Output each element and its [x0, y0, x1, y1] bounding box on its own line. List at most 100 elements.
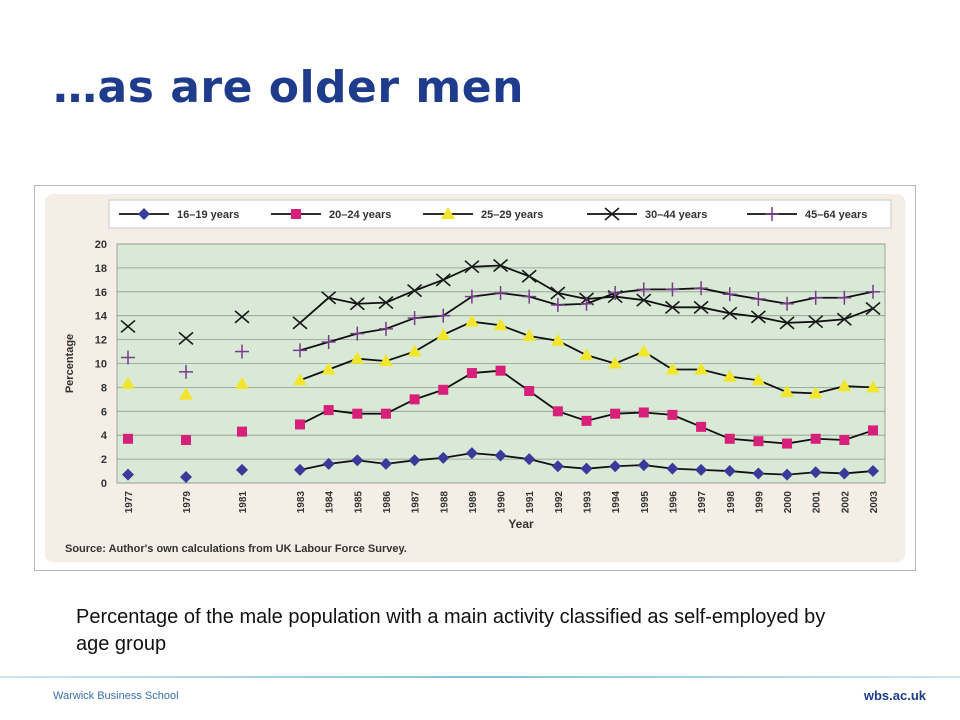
x-marker-stroke: [521, 269, 537, 283]
square-marker: [291, 209, 301, 219]
square-marker: [782, 438, 793, 449]
square-marker: [438, 384, 449, 395]
data-point: [550, 297, 565, 312]
data-point: [722, 306, 738, 320]
data-point: [751, 291, 766, 306]
data-point: [722, 287, 737, 302]
x-tick-label: 1987: [411, 491, 422, 514]
data-point: [839, 434, 850, 445]
x-marker-stroke: [779, 316, 795, 330]
legend-item: 30–44 years: [587, 207, 707, 221]
diamond-marker: [781, 468, 794, 481]
data-point: [293, 343, 307, 358]
data-point: [379, 457, 392, 470]
square-marker: [295, 419, 305, 430]
square-marker: [667, 409, 678, 420]
footer-divider: [0, 676, 960, 678]
x-tick-label: 1984: [325, 491, 336, 514]
data-point: [235, 376, 249, 389]
data-point: [236, 463, 248, 476]
data-point: [609, 460, 622, 473]
legend-label: 30–44 years: [645, 209, 707, 221]
x-tick-label: 1995: [640, 491, 651, 514]
data-point: [465, 447, 478, 460]
diamond-marker: [752, 467, 765, 480]
triangle-marker: [636, 344, 651, 357]
data-point: [179, 387, 193, 400]
x-tick-label: 1986: [382, 491, 393, 514]
data-point: [122, 468, 134, 481]
data-point: [121, 376, 135, 389]
data-point: [810, 433, 821, 444]
data-point: [781, 468, 794, 481]
data-point: [123, 433, 133, 444]
diamond-marker: [180, 471, 192, 484]
x-marker-stroke: [464, 260, 480, 274]
data-point: [580, 462, 593, 475]
x-tick-label: 2002: [840, 491, 851, 514]
x-tick-label: 1988: [439, 491, 450, 514]
data-point: [636, 293, 652, 307]
legend-marker: [604, 207, 620, 221]
data-point: [665, 282, 680, 297]
x-tick-label: 1992: [554, 491, 565, 514]
y-tick-label: 2: [101, 454, 107, 466]
data-point: [579, 296, 594, 311]
data-point: [837, 290, 852, 305]
data-point: [837, 379, 852, 392]
x-tick-label: 1998: [726, 491, 737, 514]
diamond-marker: [294, 463, 306, 476]
triangle-marker: [464, 314, 479, 327]
source-note: Source: Author's own calculations from U…: [65, 543, 407, 555]
y-tick-label: 16: [95, 287, 107, 299]
square-marker: [839, 434, 850, 445]
data-point: [378, 354, 393, 367]
diamond-marker: [838, 467, 851, 480]
y-axis-title: Percentage: [64, 334, 76, 393]
data-point: [865, 301, 881, 316]
data-point: [838, 467, 851, 480]
data-point: [181, 434, 191, 445]
data-point: [638, 407, 649, 418]
triangle-marker: [441, 207, 455, 219]
diamond-marker: [666, 462, 679, 475]
x-marker-stroke: [321, 291, 337, 305]
x-marker-stroke: [722, 306, 738, 320]
triangle-marker: [608, 356, 623, 369]
x-tick-label: 1999: [754, 491, 765, 514]
legend-item: 16–19 years: [119, 208, 239, 221]
data-point: [295, 419, 305, 430]
square-marker: [724, 433, 735, 444]
data-point: [466, 368, 477, 379]
data-point: [464, 289, 479, 304]
line-chart: 0 2 4 6 8 10 12 14 16 18 20 1977 1979 1981 1983 1984 198…: [45, 194, 905, 562]
data-point: [836, 312, 852, 326]
legend-item: 25–29 years: [423, 207, 543, 221]
data-point: [550, 286, 566, 300]
data-point: [352, 408, 363, 419]
triangle-marker: [179, 387, 193, 400]
triangle-marker: [350, 351, 365, 364]
data-point: [637, 459, 650, 472]
triangle-marker: [837, 379, 852, 392]
triangle-marker: [722, 369, 737, 382]
x-marker-stroke: [120, 319, 136, 334]
square-marker: [868, 425, 878, 436]
series-0: [122, 447, 879, 484]
data-point: [750, 310, 766, 324]
triangle-marker: [436, 327, 451, 340]
legend-label: 16–19 years: [177, 209, 239, 221]
data-point: [351, 454, 364, 467]
x-marker-stroke: [493, 258, 509, 273]
data-point: [349, 297, 365, 311]
data-point: [292, 316, 308, 330]
triangle-marker: [665, 362, 680, 375]
series-1: [123, 365, 878, 449]
triangle-marker: [808, 386, 823, 399]
x-marker-stroke: [178, 331, 194, 346]
data-point: [407, 344, 422, 357]
triangle-marker: [235, 376, 249, 389]
data-point: [407, 283, 423, 298]
x-tick-label: 1989: [468, 491, 479, 514]
triangle-marker: [321, 362, 336, 375]
